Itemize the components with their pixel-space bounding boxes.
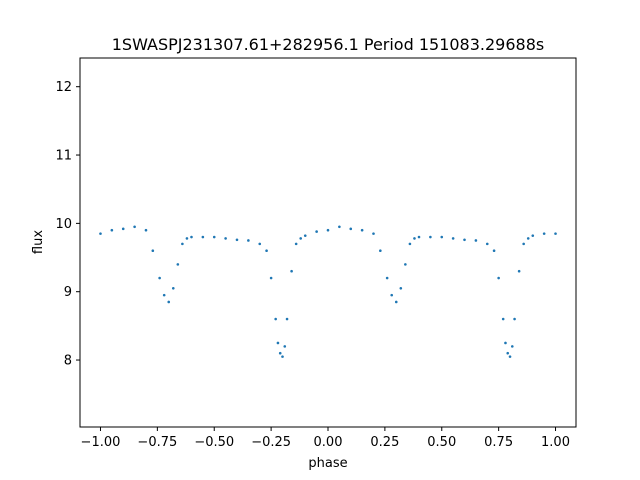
- data-point: [283, 345, 287, 348]
- data-point: [99, 232, 102, 235]
- data-point: [513, 317, 516, 321]
- data-point: [526, 237, 530, 240]
- data-point: [408, 242, 412, 246]
- data-point: [212, 235, 216, 239]
- data-point: [399, 286, 403, 290]
- data-point: [360, 228, 364, 232]
- x-tick-label: 0.25: [370, 435, 399, 450]
- data-point: [201, 235, 205, 239]
- data-point: [394, 300, 398, 304]
- x-tick-label: −0.75: [137, 435, 177, 450]
- data-point: [440, 235, 444, 239]
- x-tick-label: −0.50: [194, 435, 234, 450]
- data-point: [501, 317, 505, 321]
- data-point: [417, 235, 421, 239]
- data-point: [413, 237, 416, 240]
- data-point: [390, 293, 394, 297]
- data-points: [99, 225, 557, 358]
- data-point: [258, 242, 262, 246]
- plot-frame: [79, 57, 577, 428]
- data-point: [349, 227, 353, 231]
- y-tick-label: 12: [55, 80, 72, 95]
- data-point: [185, 237, 189, 240]
- y-axis-label: flux: [31, 230, 46, 254]
- data-point: [265, 249, 268, 252]
- data-point: [294, 242, 298, 246]
- data-point: [506, 351, 510, 355]
- x-tick-label: −0.25: [251, 435, 291, 450]
- data-point: [171, 286, 175, 290]
- data-point: [497, 276, 500, 280]
- data-point: [285, 317, 289, 321]
- data-point: [274, 317, 277, 321]
- data-point: [162, 293, 166, 297]
- data-point: [510, 345, 514, 348]
- y-tick-label: 11: [55, 149, 72, 164]
- data-point: [303, 234, 307, 237]
- data-point: [281, 355, 284, 358]
- data-point: [144, 228, 148, 232]
- data-point: [492, 249, 496, 252]
- y-tick-label: 9: [64, 285, 72, 300]
- data-point: [276, 341, 280, 345]
- data-point: [167, 300, 171, 304]
- data-point: [176, 263, 180, 266]
- data-point: [181, 242, 184, 246]
- data-point: [508, 355, 512, 358]
- data-point: [121, 227, 125, 231]
- data-point: [224, 237, 227, 240]
- data-point: [247, 239, 250, 242]
- data-point: [278, 351, 282, 355]
- data-point: [504, 341, 507, 345]
- data-point: [110, 228, 114, 232]
- x-tick-label: 1.00: [541, 435, 570, 450]
- data-point: [326, 228, 330, 232]
- chart-title: 1SWASPJ231307.61+282956.1 Period 151083.…: [112, 35, 544, 54]
- x-tick-label: 0.75: [484, 435, 513, 450]
- data-point: [404, 263, 407, 266]
- data-point: [522, 242, 525, 246]
- data-point: [133, 225, 136, 229]
- data-point: [315, 230, 318, 233]
- data-point: [385, 276, 389, 280]
- x-axis: −1.00 −0.75 −0.50 −0.25 0.00 0.25 0.50 0.75 1.00: [81, 427, 570, 450]
- data-point: [474, 239, 478, 242]
- data-point: [372, 232, 375, 235]
- data-point: [554, 232, 557, 235]
- y-axis: 8 9 10 11 12: [55, 80, 80, 369]
- y-tick-label: 8: [64, 354, 72, 369]
- data-point: [299, 237, 303, 240]
- data-point: [158, 276, 161, 280]
- data-point: [269, 276, 273, 280]
- data-point: [451, 237, 455, 240]
- data-point: [463, 238, 466, 242]
- data-point: [379, 249, 382, 252]
- data-point: [290, 269, 293, 273]
- data-point: [151, 249, 155, 252]
- data-point: [429, 235, 432, 239]
- x-tick-label: 0.00: [314, 435, 343, 450]
- data-point: [517, 269, 521, 273]
- x-tick-label: −1.00: [81, 435, 121, 450]
- data-point: [485, 242, 489, 246]
- x-axis-label: phase: [308, 456, 347, 471]
- x-tick-label: 0.50: [427, 435, 456, 450]
- data-point: [338, 225, 341, 229]
- data-point: [235, 238, 239, 242]
- y-tick-label: 10: [55, 217, 72, 232]
- data-point: [542, 232, 546, 235]
- data-point: [531, 234, 535, 237]
- data-point: [190, 235, 193, 239]
